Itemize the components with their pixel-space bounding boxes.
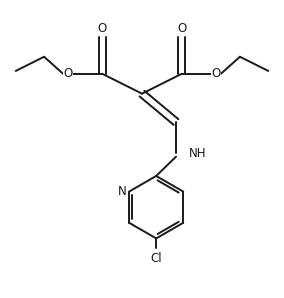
Text: O: O — [211, 67, 220, 80]
Text: O: O — [177, 22, 186, 35]
Text: NH: NH — [189, 147, 206, 160]
Text: Cl: Cl — [150, 252, 162, 265]
Text: O: O — [64, 67, 73, 80]
Text: N: N — [118, 185, 126, 198]
Text: O: O — [98, 22, 107, 35]
